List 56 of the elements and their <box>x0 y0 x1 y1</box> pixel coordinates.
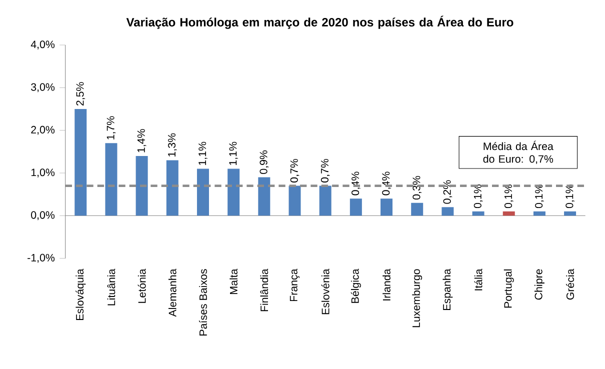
bar <box>74 109 87 216</box>
x-tick-label: França <box>290 268 300 302</box>
x-tick-label: Países Baixos <box>199 269 207 336</box>
data-label: 1,3% <box>168 133 177 156</box>
data-label: 0,7% <box>320 158 330 182</box>
x-tick-label: Chipre <box>534 269 544 300</box>
bar <box>196 168 209 216</box>
x-tick-label: Irlanda <box>382 268 390 300</box>
data-label: 0,4% <box>382 172 391 196</box>
bar <box>350 198 362 216</box>
x-tick-label: Eslovénia <box>321 268 330 314</box>
bar <box>411 202 424 216</box>
data-label: 0,1% <box>504 184 514 208</box>
bar <box>258 177 270 216</box>
y-tick-label: 4,0% <box>30 40 55 50</box>
x-tick-label: Portugal <box>504 269 514 308</box>
bar <box>228 168 240 216</box>
x-tick-label: Itália <box>474 268 482 290</box>
y-tick-label: -1,0% <box>28 254 55 263</box>
y-tick-label: 0,0% <box>31 211 55 220</box>
x-tick-label: Lituânia <box>107 268 116 306</box>
bar <box>502 211 515 216</box>
data-label: 1,1% <box>229 142 238 165</box>
x-tick-label: Grécia <box>566 268 574 300</box>
x-tick-label: Espanha <box>442 268 453 310</box>
data-label: 0,9% <box>260 150 269 174</box>
bar <box>288 186 301 216</box>
x-tick-label: Letónia <box>138 268 146 303</box>
data-label: 2,5% <box>76 82 86 106</box>
x-tick-label: Alemanha <box>168 268 176 317</box>
bar <box>472 211 484 216</box>
x-tick-label: Malta <box>230 268 238 294</box>
data-label: 1,4% <box>137 129 146 152</box>
x-tick-label: Luxemburgo <box>412 269 422 328</box>
bar <box>564 211 576 216</box>
bar <box>533 211 546 216</box>
x-tick-label: Eslováquia <box>76 268 86 320</box>
bar <box>380 198 393 216</box>
bar <box>166 160 178 216</box>
ref-line-label: Média da Área do Euro: 0,7% <box>483 140 554 164</box>
data-label: 0,2% <box>443 180 452 204</box>
data-label: 1,1% <box>198 142 208 165</box>
x-tick-label: Bélgica <box>350 268 361 303</box>
data-label: 0,1% <box>474 184 483 208</box>
bar <box>442 207 454 216</box>
y-tick-label: 2,0% <box>31 126 55 135</box>
bar <box>105 143 118 216</box>
y-tick-label: 1,0% <box>31 168 55 178</box>
y-tick-label: 3,0% <box>31 83 55 92</box>
data-label: 0,3% <box>412 176 422 200</box>
x-tick-label: Finlândia <box>260 268 268 312</box>
bar <box>319 186 332 216</box>
bar <box>136 156 148 216</box>
chart-title: Variação Homóloga em março de 2020 nos países da Área do Euro <box>126 16 514 29</box>
data-label: 0,7% <box>290 158 300 182</box>
data-label: 1,7% <box>106 116 116 140</box>
